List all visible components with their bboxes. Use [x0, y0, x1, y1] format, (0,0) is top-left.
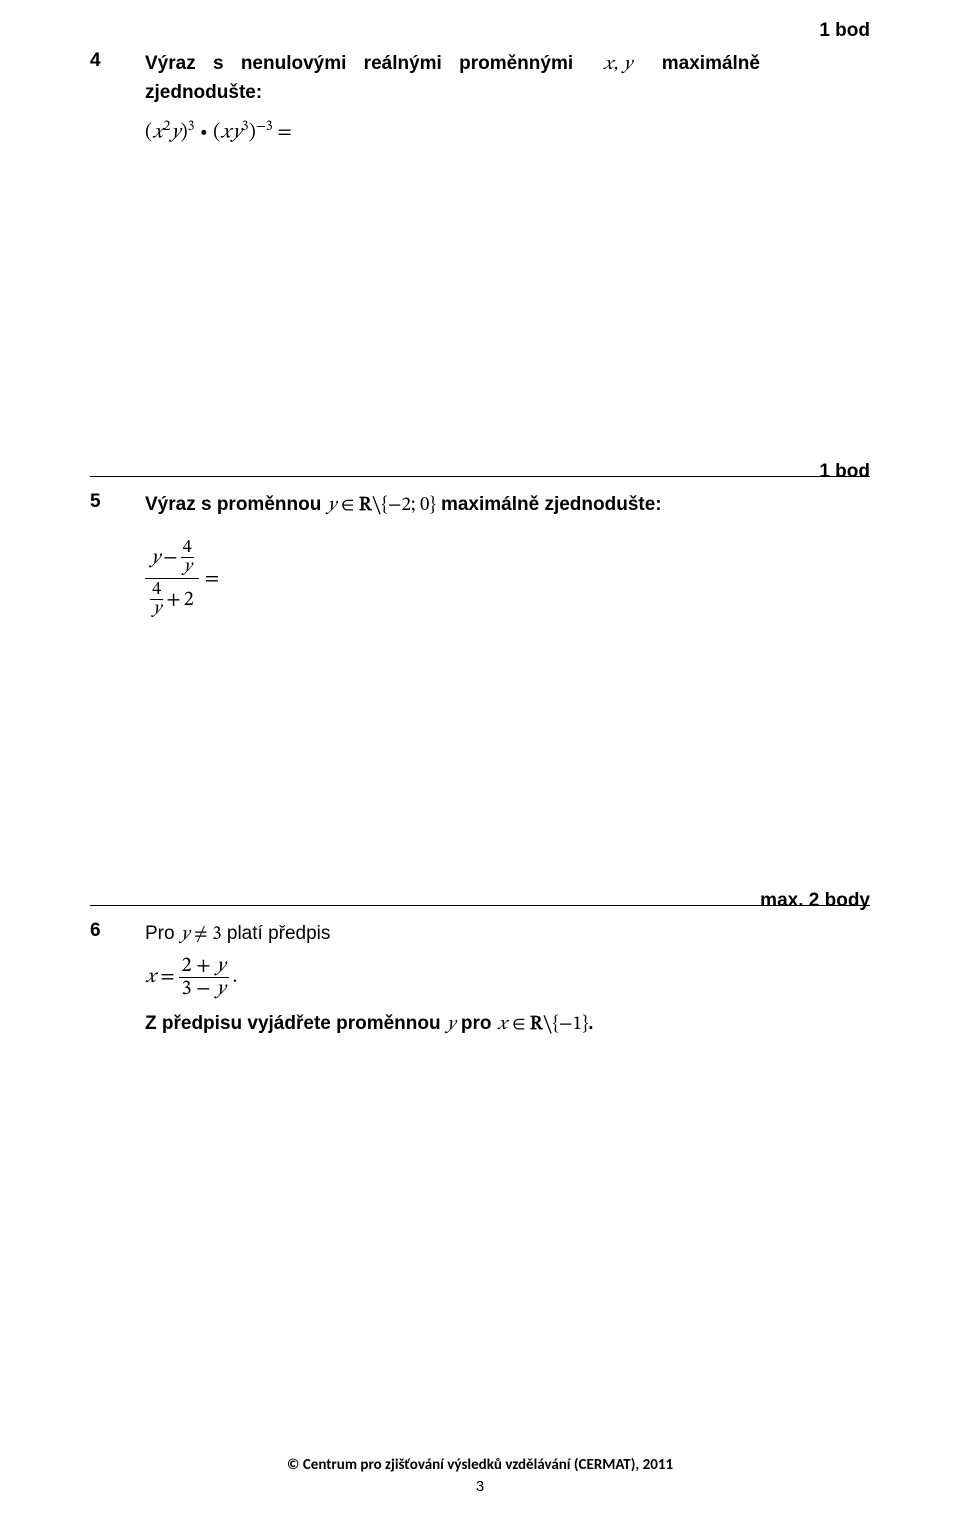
- in-symbol: ∈: [336, 496, 359, 515]
- problem-4: 1 bod 4 Výraz s nenulovými reálnými prom…: [90, 50, 870, 146]
- text-prefix: Výraz s proměnnou: [145, 494, 327, 515]
- line2-prefix: Z předpisu vyjádřete proměnnou: [145, 1013, 446, 1034]
- line2-y: 𝑦: [446, 1015, 456, 1034]
- line2-R: R: [530, 1015, 543, 1034]
- problem-number: 6: [90, 920, 101, 942]
- line-1: Pro 𝑦 ≠ 3 platí předpis: [145, 920, 760, 949]
- cond-y: 𝑦: [180, 925, 190, 944]
- problem-number: 4: [90, 50, 101, 72]
- problem-text: Výraz s nenulovými reálnými proměnnými 𝑥…: [145, 50, 760, 106]
- problem-body: Výraz s proměnnou 𝑦 ∈ R∖{−2; 0} maximáln…: [145, 491, 760, 621]
- line2-end: .: [588, 1013, 593, 1034]
- expression: 𝑦 − 4 𝑦 4 𝑦 + 2: [145, 537, 760, 620]
- line1-suffix: platí předpis: [222, 923, 331, 944]
- problem-6: max. 2 body 6 Pro 𝑦 ≠ 3 platí předpis 𝑥 …: [90, 920, 870, 1038]
- line2-mid: pro: [456, 1013, 497, 1034]
- text-part-2: zjednodušte:: [145, 82, 262, 103]
- problem-5: 1 bod 5 Výraz s proměnnou 𝑦 ∈ R∖{−2; 0} …: [90, 491, 870, 621]
- points-label: max. 2 body: [760, 890, 870, 912]
- set-R: R: [359, 496, 372, 515]
- var-y: 𝑦: [327, 496, 337, 515]
- set-rest: ∖{−2; 0}: [371, 496, 435, 515]
- line1-prefix: Pro: [145, 923, 180, 944]
- points-label: 1 bod: [819, 461, 870, 483]
- line2-x: 𝑥: [497, 1015, 508, 1034]
- line2-in: ∈: [507, 1015, 530, 1034]
- text-part-1: Výraz s nenulovými reálnými proměnnými: [145, 50, 573, 79]
- problem-number: 5: [90, 491, 101, 513]
- cond-ne: ≠: [190, 925, 213, 944]
- cond-3: 3: [212, 925, 221, 944]
- divider: [90, 476, 870, 477]
- points-label: 1 bod: [819, 20, 870, 42]
- page-number: 3: [0, 1478, 960, 1495]
- line-2: Z předpisu vyjádřete proměnnou 𝑦 pro 𝑥 ∈…: [145, 1010, 760, 1039]
- problem-text: Výraz s proměnnou 𝑦 ∈ R∖{−2; 0} maximáln…: [145, 491, 760, 520]
- footer: © Centrum pro zjišťování výsledků vzdělá…: [0, 1456, 960, 1495]
- text-suffix: maximálně zjednodušte:: [436, 494, 662, 515]
- problem-body: Pro 𝑦 ≠ 3 platí předpis 𝑥 = 2 + 𝑦 3 − 𝑦 …: [145, 920, 760, 1038]
- expression: (𝑥2𝑦)3 ∙ (𝑥𝑦3)−3 =: [145, 118, 760, 146]
- vars-xy: 𝑥, 𝑦: [603, 55, 632, 74]
- workspace-4: [90, 186, 870, 476]
- copyright: © Centrum pro zjišťování výsledků vzdělá…: [0, 1456, 960, 1474]
- line2-set: ∖{−1}: [543, 1015, 589, 1034]
- workspace-5: [90, 660, 870, 905]
- problem-body: Výraz s nenulovými reálnými proměnnými 𝑥…: [145, 50, 760, 146]
- expression: 𝑥 = 2 + 𝑦 3 − 𝑦 .: [145, 955, 760, 1000]
- text-part-1-end: maximálně: [662, 50, 760, 79]
- divider: [90, 905, 870, 906]
